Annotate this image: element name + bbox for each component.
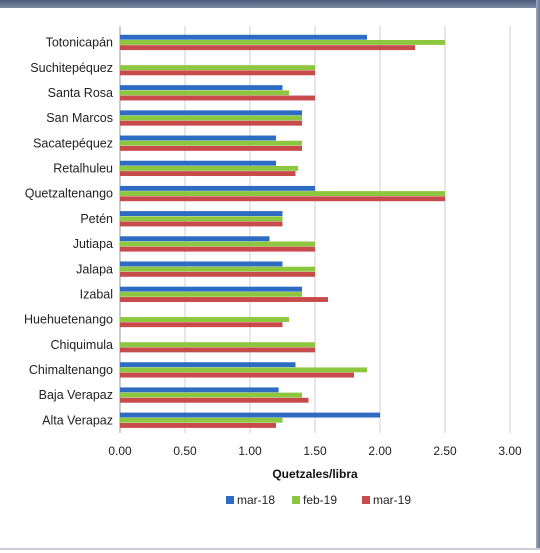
window-bottom-edge <box>0 548 540 550</box>
category-label: San Marcos <box>46 111 113 125</box>
legend-swatch <box>292 496 300 504</box>
bar-mar-19-izabal <box>120 297 328 302</box>
bar-mar-19-baja-verapaz <box>120 397 309 403</box>
category-label: Sacatepéquez <box>33 136 113 150</box>
bar-mar-18-jutiapa <box>120 236 270 242</box>
x-tick-label: 3.00 <box>498 444 522 458</box>
x-tick-label: 0.00 <box>108 444 132 458</box>
bar-mar-18-retalhuleu <box>120 160 276 166</box>
bar-feb-19-santa-rosa <box>120 90 289 96</box>
bar-mar-19-jalapa <box>120 271 315 277</box>
legend-swatch <box>226 496 234 504</box>
bars <box>120 34 445 428</box>
legend-label: mar-19 <box>373 493 411 507</box>
bar-feb-19-izabal <box>120 291 302 297</box>
category-label: Totonicapán <box>46 36 113 50</box>
bar-feb-19-baja-verapaz <box>120 392 302 398</box>
bar-feb-19-jutiapa <box>120 241 315 247</box>
bar-feb-19-retalhuleu <box>120 165 299 171</box>
bar-mar-18-san-marcos <box>120 110 302 116</box>
x-axis-label: Quetzales/libra <box>272 467 358 481</box>
window-top-bar <box>0 0 540 8</box>
bar-mar-18-izabal <box>120 286 302 292</box>
bar-mar-19-alta-verapaz <box>120 423 276 428</box>
category-label: Huehuetenango <box>24 313 113 327</box>
bar-mar-19-chimaltenango <box>120 372 354 378</box>
category-label: Santa Rosa <box>48 86 113 100</box>
bar-feb-19-suchitepequez <box>120 65 315 71</box>
bar-mar-19-peten <box>120 221 283 227</box>
category-label: Retalhuleu <box>53 162 113 176</box>
bar-mar-18-quetzaltenango <box>120 185 315 191</box>
bar-feb-19-totonicapan <box>120 39 445 45</box>
bar-mar-19-jutiapa <box>120 246 315 252</box>
bar-mar-18-alta-verapaz <box>120 412 380 418</box>
category-label: Jalapa <box>76 262 113 276</box>
category-label: Chiquimula <box>50 338 113 352</box>
window-right-edge <box>536 0 540 550</box>
tick-labels: 0.00 0.50 1.00 1.50 2.00 2.50 3.00 <box>108 444 522 458</box>
bar-mar-19-huehuetenango <box>120 322 283 328</box>
bar-feb-19-sacatepequez <box>120 140 302 146</box>
bar-feb-19-huehuetenango <box>120 317 289 322</box>
category-label: Izabal <box>80 287 113 301</box>
bar-chart: Totonicapán Suchitepéquez Santa Rosa San Ma… <box>24 26 522 507</box>
x-tick-label: 0.50 <box>173 444 197 458</box>
bar-mar-18-chimaltenango <box>120 362 296 368</box>
x-tick-label: 1.50 <box>303 444 327 458</box>
legend-label: mar-18 <box>237 493 275 507</box>
legend-label: feb-19 <box>303 493 337 507</box>
legend: mar-18 feb-19 mar-19 <box>226 493 411 507</box>
bar-mar-19-santa-rosa <box>120 95 315 101</box>
bar-feb-19-jalapa <box>120 266 315 272</box>
category-label: Quetzaltenango <box>25 187 113 201</box>
bar-mar-19-sacatepequez <box>120 145 302 151</box>
bar-feb-19-alta-verapaz <box>120 417 283 423</box>
chart-area: Totonicapán Suchitepéquez Santa Rosa San Ma… <box>0 8 536 548</box>
bar-mar-19-san-marcos <box>120 120 302 126</box>
bar-mar-18-santa-rosa <box>120 85 283 91</box>
bar-mar-19-totonicapan <box>120 45 416 51</box>
bar-mar-18-jalapa <box>120 261 283 267</box>
legend-swatch <box>362 496 370 504</box>
x-tick-label: 2.00 <box>368 444 392 458</box>
category-label: Baja Verapaz <box>39 388 113 402</box>
category-labels: Totonicapán Suchitepéquez Santa Rosa San Ma… <box>24 36 113 428</box>
x-tick-label: 1.00 <box>238 444 262 458</box>
bar-feb-19-chimaltenango <box>120 367 367 373</box>
category-label: Alta Verapaz <box>42 413 113 427</box>
bar-feb-19-quetzaltenango <box>120 191 445 197</box>
bar-mar-19-retalhuleu <box>120 171 296 177</box>
bar-feb-19-peten <box>120 216 283 222</box>
bar-feb-19-san-marcos <box>120 115 302 121</box>
bar-mar-19-suchitepequez <box>120 70 315 76</box>
bar-feb-19-chiquimula <box>120 342 315 348</box>
category-label: Jutiapa <box>73 237 113 251</box>
category-label: Petén <box>80 212 113 226</box>
bar-mar-18-baja-verapaz <box>120 387 279 393</box>
bar-mar-19-chiquimula <box>120 347 315 353</box>
bar-mar-18-peten <box>120 211 283 217</box>
category-label: Chimaltenango <box>29 363 113 377</box>
bar-mar-18-totonicapan <box>120 34 367 40</box>
bar-mar-18-sacatepequez <box>120 135 276 141</box>
x-tick-label: 2.50 <box>433 444 457 458</box>
category-label: Suchitepéquez <box>30 61 113 75</box>
bar-mar-19-quetzaltenango <box>120 196 445 202</box>
